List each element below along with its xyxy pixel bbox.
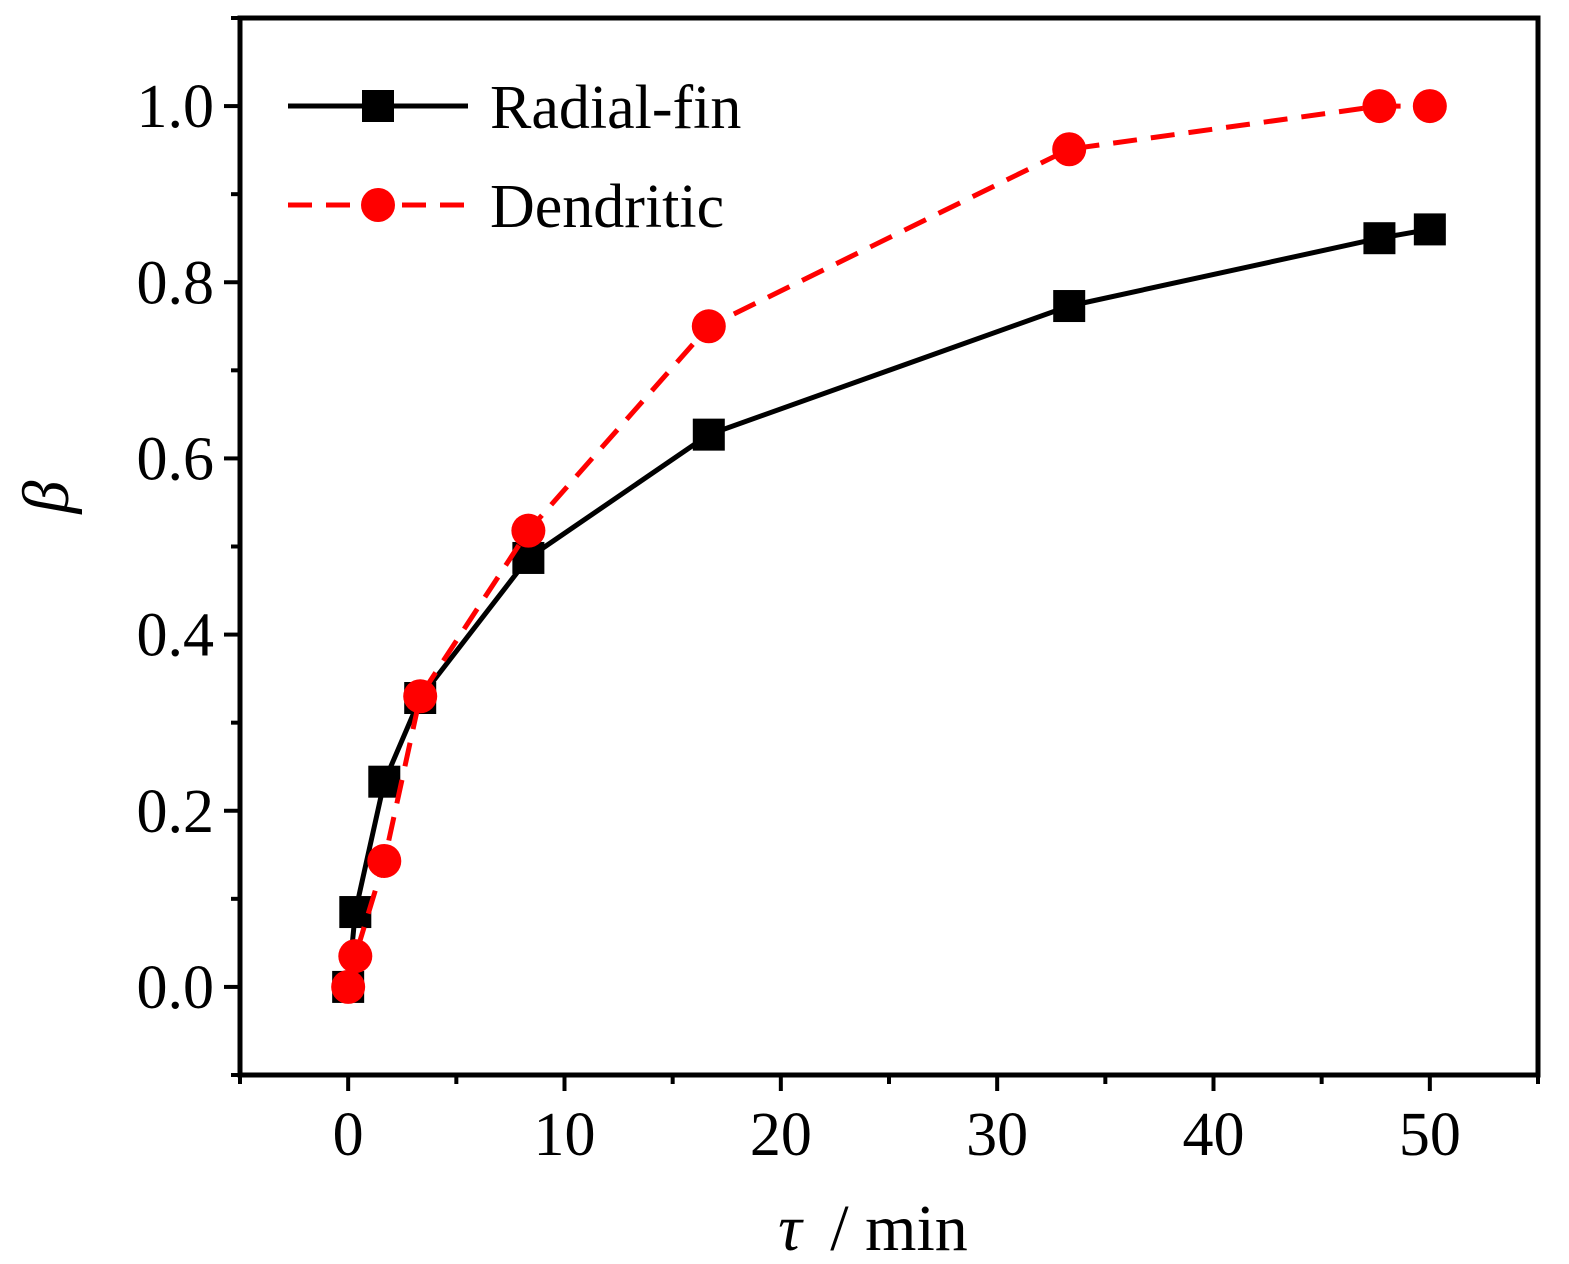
data-point-dendritic — [1362, 89, 1397, 124]
legend: Radial-fin Dendritic — [288, 74, 741, 241]
x-tick-label: 50 — [1399, 1101, 1461, 1169]
y-tick-label: 0.6 — [137, 425, 215, 493]
y-tick-label: 0.4 — [137, 602, 215, 670]
data-point-dendritic — [511, 513, 546, 548]
data-point-dendritic — [331, 969, 366, 1004]
x-axis-ticks — [238, 1075, 1540, 1091]
y-tick-label: 0.0 — [137, 954, 215, 1022]
data-point-dendritic — [1412, 89, 1447, 124]
y-axis-tick-labels: 0.0 0.2 0.4 0.6 0.8 1.0 — [137, 73, 215, 1022]
x-axis-unit: / min — [830, 1192, 968, 1264]
y-tick-label: 0.8 — [137, 249, 215, 317]
data-point-dendritic — [403, 679, 438, 714]
x-axis-symbol: τ — [778, 1192, 804, 1264]
x-tick-label: 40 — [1183, 1101, 1245, 1169]
data-point-radial-fin — [1053, 290, 1086, 323]
x-axis-tick-labels: 0 10 20 30 40 50 — [333, 1101, 1461, 1169]
series-layer — [331, 89, 1447, 1004]
legend-label-radial-fin: Radial-fin — [490, 74, 741, 142]
legend-label-dendritic: Dendritic — [490, 173, 724, 241]
x-axis-title: τ / min — [778, 1192, 968, 1264]
series-dendritic — [331, 89, 1447, 1004]
data-point-radial-fin — [368, 765, 401, 798]
x-tick-label: 30 — [966, 1101, 1028, 1169]
plot-frame — [237, 15, 1541, 1078]
legend-marker-radial-fin — [362, 90, 394, 122]
series-line-radial-fin — [345, 226, 1431, 988]
series-radial-fin — [332, 213, 1446, 1003]
data-point-radial-fin — [692, 418, 725, 451]
x-tick-label: 0 — [333, 1101, 364, 1169]
x-tick-label: 20 — [750, 1101, 812, 1169]
x-tick-label: 10 — [534, 1101, 596, 1169]
data-point-radial-fin — [1413, 213, 1446, 246]
y-tick-label: 1.0 — [137, 73, 215, 141]
data-point-dendritic — [367, 843, 402, 878]
data-point-radial-fin — [1363, 222, 1396, 255]
y-axis-title: β — [10, 480, 83, 515]
legend-marker-dendritic — [361, 188, 395, 222]
data-point-dendritic — [691, 309, 726, 344]
data-point-dendritic — [1052, 132, 1087, 167]
data-point-dendritic — [338, 939, 373, 974]
y-tick-label: 0.2 — [137, 778, 215, 846]
y-axis-ticks — [224, 16, 240, 1077]
data-point-radial-fin — [339, 896, 372, 929]
